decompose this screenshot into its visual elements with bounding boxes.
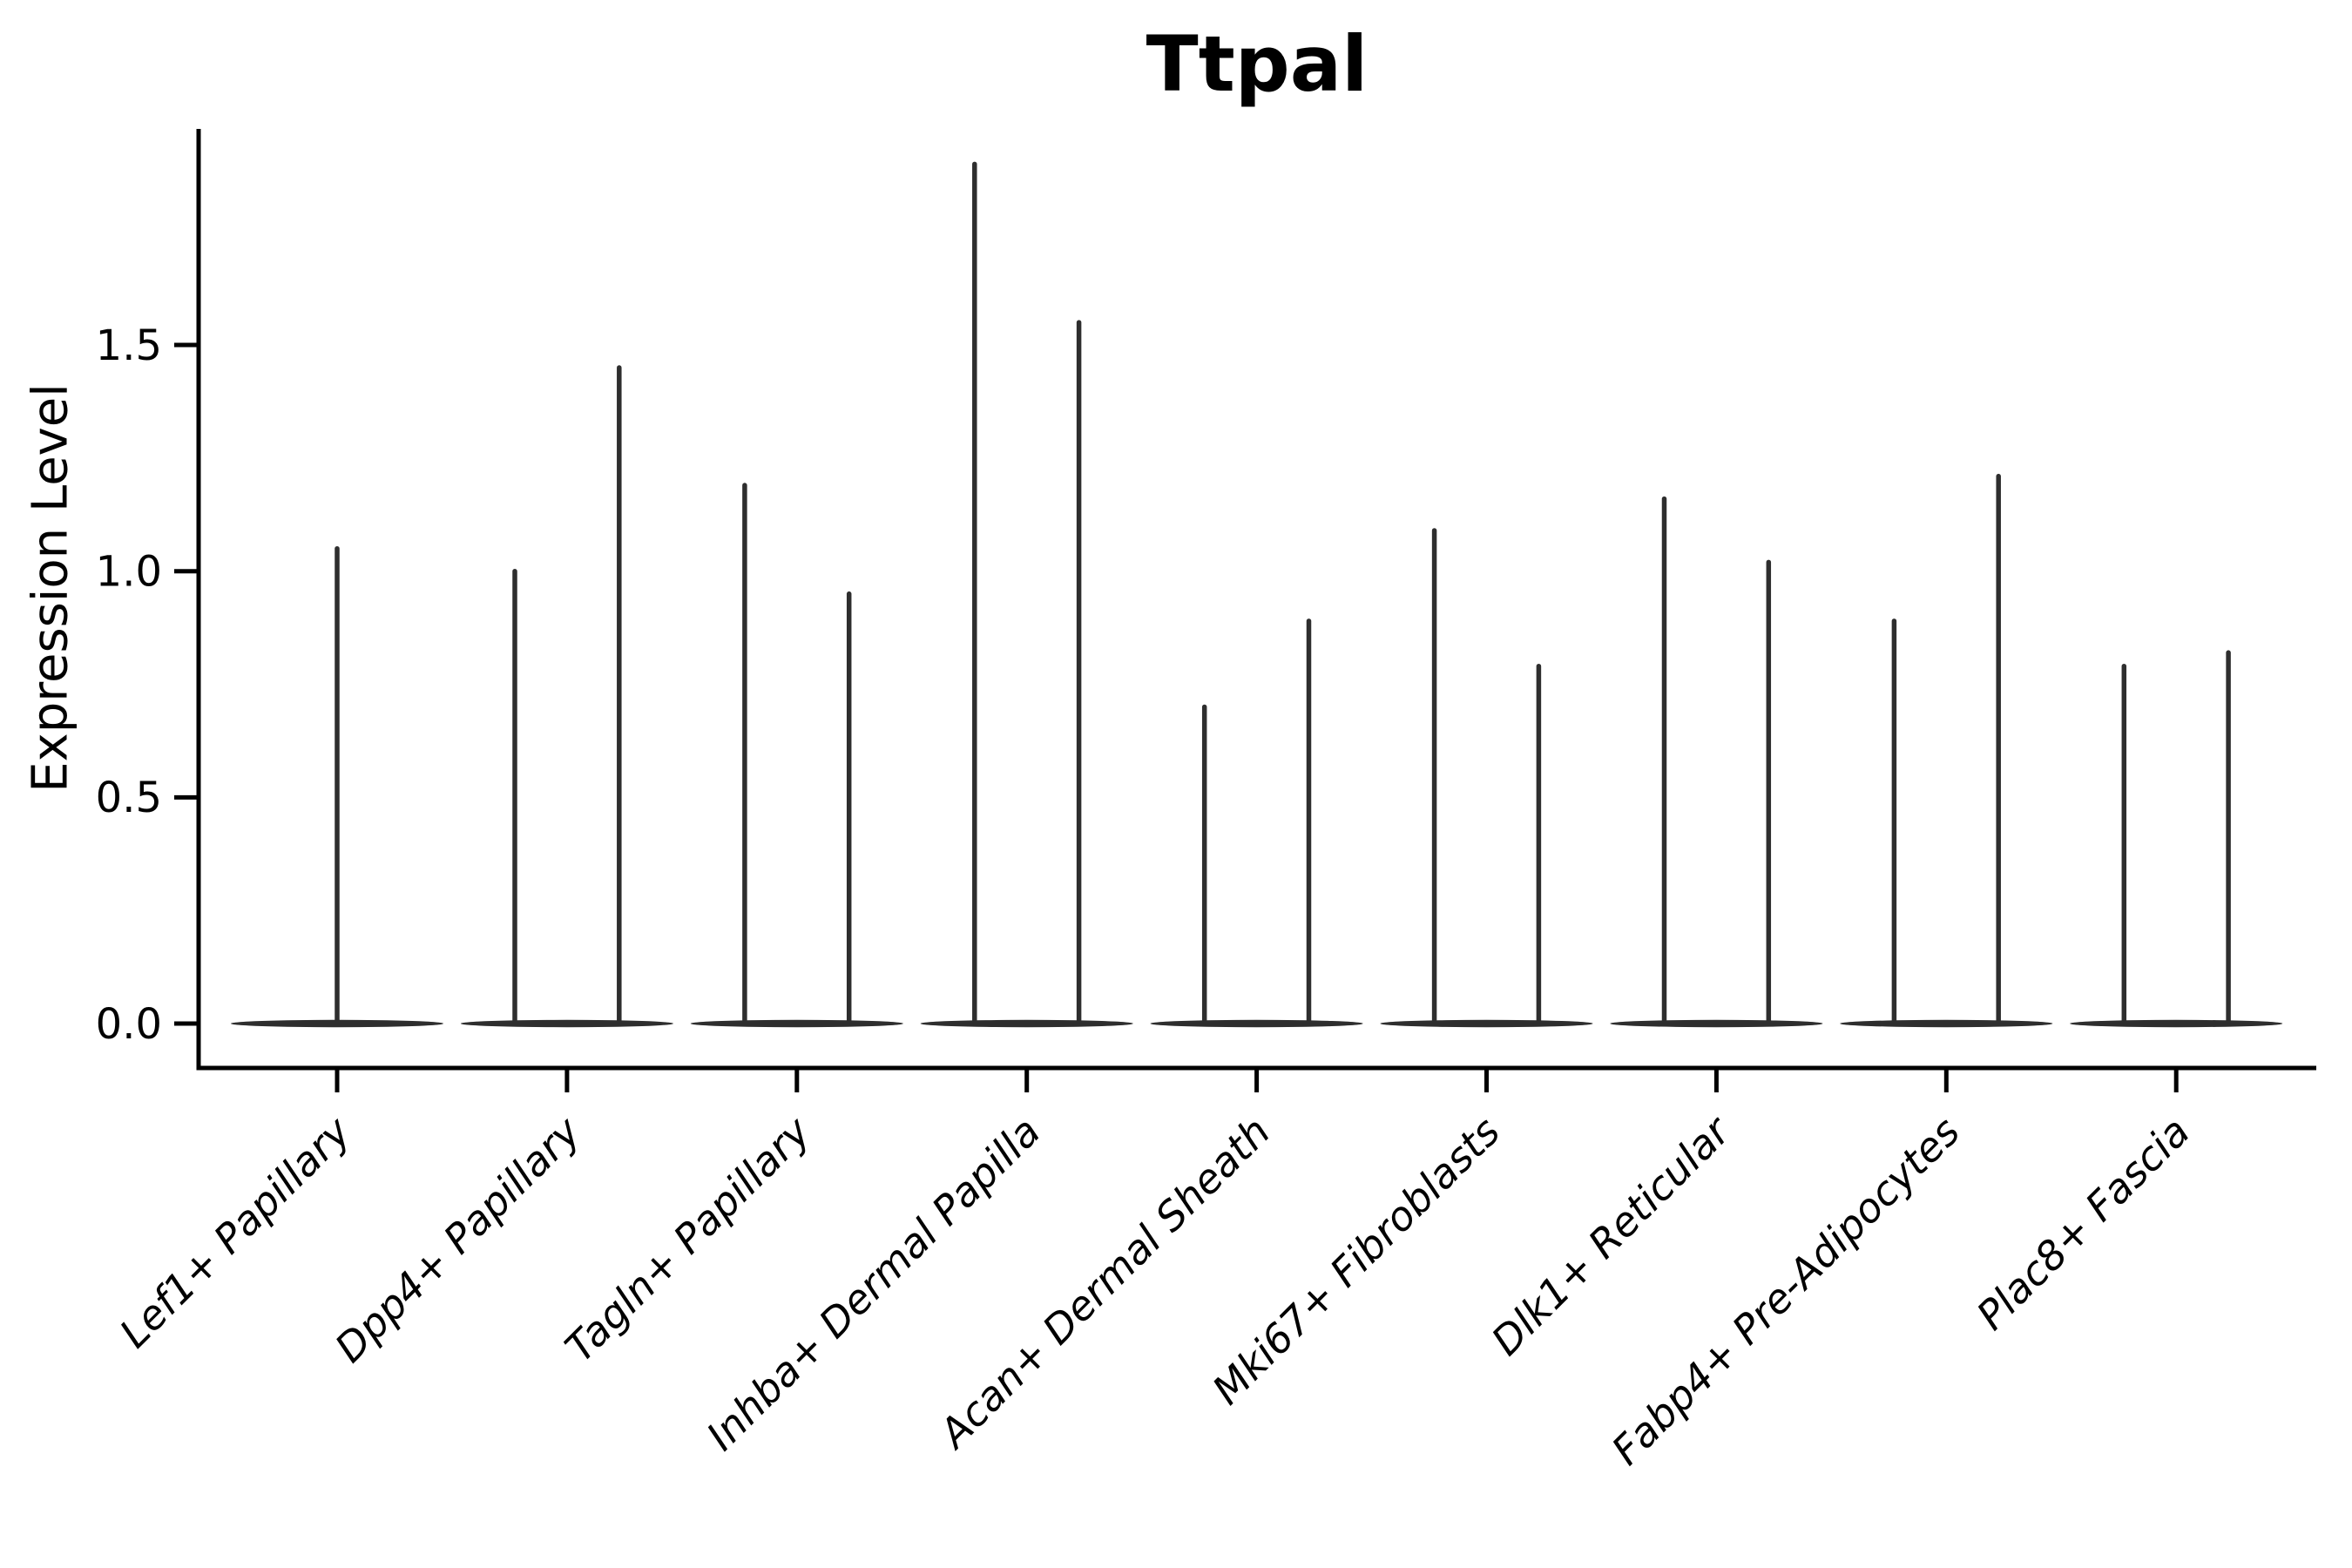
y-tick-label: 0.5 — [96, 774, 162, 822]
y-tick-label: 1.0 — [96, 548, 162, 597]
violin-base — [460, 1019, 673, 1028]
violin-base — [1380, 1019, 1593, 1028]
x-tick-label: Dlk1+ Reticular — [1483, 1105, 1741, 1364]
x-tick-label: Plac8+ Fascia — [1968, 1108, 2199, 1339]
violin-base — [690, 1019, 903, 1028]
x-tick-label: Lef1+ Papillary — [111, 1107, 360, 1356]
violin-base — [2070, 1019, 2283, 1028]
y-tick-label: 0.0 — [96, 1000, 162, 1049]
violin-base — [920, 1019, 1133, 1028]
x-tick-label: Tagln+ Papillary — [556, 1107, 820, 1371]
y-tick-label: 1.5 — [96, 321, 162, 370]
plot-title: Ttpal — [1146, 19, 1369, 109]
violin-base — [1150, 1019, 1363, 1028]
x-tick-label: Dpp4+ Papillary — [326, 1107, 590, 1371]
violin-base — [1610, 1019, 1823, 1028]
violin-base — [1840, 1019, 2053, 1028]
